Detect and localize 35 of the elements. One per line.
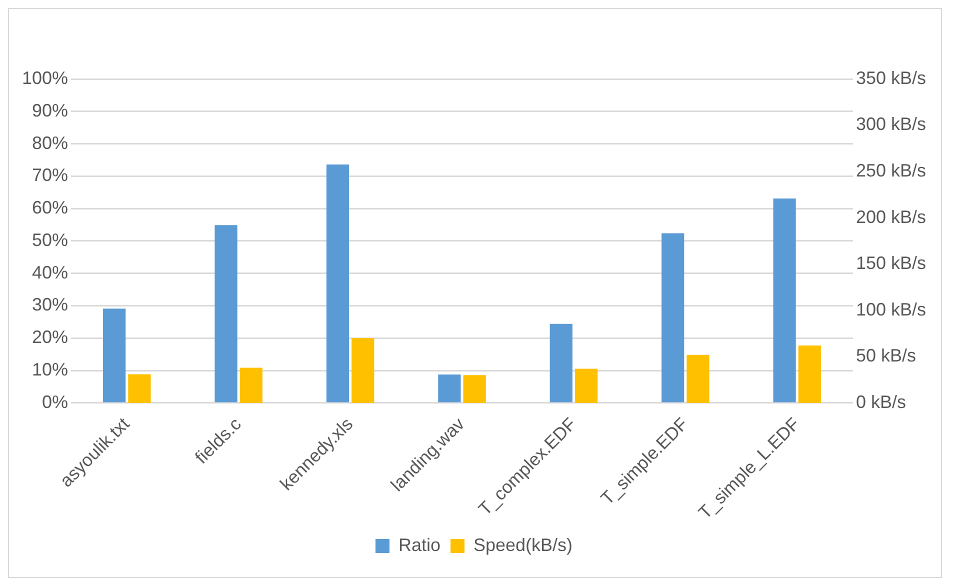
y-tick-label: 30% [32, 294, 68, 315]
bar [352, 338, 374, 403]
legend-label: Speed(kB/s) [473, 534, 573, 555]
y2-tick-label: 50 kB/s [856, 346, 916, 366]
legend-label: Ratio [398, 534, 440, 555]
y2-tick-label: 350 kB/s [856, 68, 926, 88]
y-tick-label: 10% [32, 360, 68, 380]
bar [214, 225, 238, 402]
y-tick-label: 60% [32, 198, 68, 218]
y-tick-label: 80% [32, 132, 68, 153]
bar [686, 354, 710, 403]
y-tick-label: 70% [32, 165, 68, 186]
y-tick-label: 50% [32, 230, 68, 250]
bar [326, 164, 350, 402]
y2-tick-label: 300 kB/s [856, 114, 926, 134]
bar [463, 375, 486, 403]
y2-tick-label: 250 kB/s [856, 160, 926, 181]
y-tick-label: 0% [42, 392, 68, 412]
bar [550, 324, 572, 402]
y2-tick-label: 100 kB/s [856, 299, 926, 320]
y2-tick-label: 200 kB/s [856, 206, 926, 227]
bar [773, 198, 796, 402]
bar [240, 368, 262, 403]
bar [574, 368, 598, 403]
y-tick-label: 40% [32, 262, 68, 282]
y-tick-label: 20% [32, 327, 68, 348]
y2-tick-label: 0 kB/s [856, 392, 906, 412]
bar [128, 374, 151, 403]
bar [662, 233, 684, 402]
y-tick-label: 90% [32, 100, 68, 120]
bar [798, 346, 821, 403]
bar [103, 308, 126, 402]
y2-tick-label: 150 kB/s [856, 253, 926, 274]
y-tick-label: 100% [22, 68, 68, 88]
bar [438, 374, 461, 402]
